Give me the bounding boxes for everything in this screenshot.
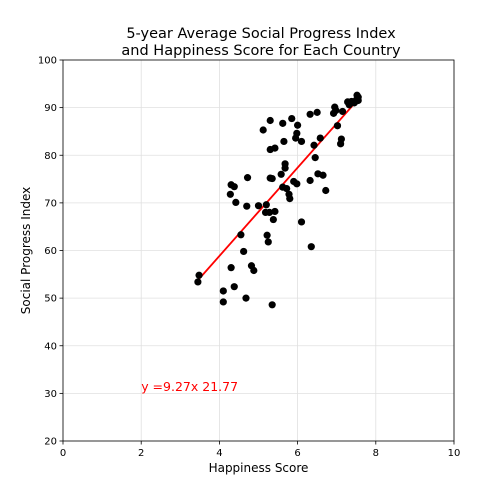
y-tick-label: 90 xyxy=(44,103,57,114)
data-point xyxy=(219,287,227,295)
regression-equation: y =9.27x 21.77 xyxy=(141,379,238,394)
chart-title-line-1: 5-year Average Social Progress Index xyxy=(126,26,396,42)
data-point xyxy=(286,194,294,203)
data-point xyxy=(243,174,252,182)
data-point xyxy=(254,202,263,210)
data-point xyxy=(263,231,271,239)
data-point xyxy=(294,121,302,129)
data-point xyxy=(277,170,285,178)
data-point xyxy=(310,141,318,149)
y-tick-label: 20 xyxy=(44,437,57,448)
data-point xyxy=(230,183,238,191)
data-point xyxy=(306,110,314,118)
data-points xyxy=(194,91,362,309)
data-point xyxy=(283,184,291,193)
data-point xyxy=(288,114,296,123)
data-point xyxy=(332,106,340,115)
data-point xyxy=(316,134,324,142)
x-tick-label: 10 xyxy=(448,448,461,459)
x-tick-label: 8 xyxy=(373,448,379,459)
data-point xyxy=(297,137,306,146)
data-point xyxy=(240,247,248,256)
x-tick-label: 4 xyxy=(216,448,222,459)
data-point xyxy=(219,298,227,306)
y-axis-label: Social Progress Index xyxy=(19,187,33,314)
data-point xyxy=(307,243,315,251)
data-point xyxy=(311,154,319,162)
data-point xyxy=(338,107,347,116)
data-point xyxy=(279,119,287,127)
data-point xyxy=(337,135,345,143)
data-point xyxy=(281,164,289,172)
data-point xyxy=(268,174,276,183)
y-tick-label: 60 xyxy=(44,246,57,257)
data-point xyxy=(264,238,272,246)
data-point xyxy=(230,283,238,291)
y-tick-label: 30 xyxy=(44,389,57,400)
data-point xyxy=(194,278,202,286)
data-point xyxy=(243,202,251,210)
y-tick-label: 40 xyxy=(44,341,57,352)
axis-ticks: 0 2 4 6 8 10 20 30 40 50 60 70 80 90 100 xyxy=(38,56,460,460)
data-point xyxy=(227,264,235,272)
y-tick-label: 80 xyxy=(44,151,57,162)
data-point xyxy=(242,294,250,302)
regression-line xyxy=(197,98,359,281)
data-point xyxy=(262,201,270,209)
data-point xyxy=(268,301,276,309)
data-point xyxy=(333,122,342,130)
x-tick-label: 0 xyxy=(60,448,66,459)
data-point xyxy=(232,198,240,206)
data-point xyxy=(322,186,330,195)
data-point xyxy=(319,171,327,179)
data-point xyxy=(269,215,277,224)
x-tick-label: 6 xyxy=(294,448,300,459)
data-point xyxy=(280,137,288,146)
data-point xyxy=(293,129,301,137)
y-tick-label: 100 xyxy=(38,56,57,67)
data-point xyxy=(354,93,362,101)
data-point xyxy=(306,176,314,185)
chart-title-line-2: and Happiness Score for Each Country xyxy=(121,43,401,59)
data-point xyxy=(237,231,245,239)
y-tick-label: 70 xyxy=(44,198,57,209)
x-tick-label: 2 xyxy=(138,448,144,459)
data-point xyxy=(265,208,274,216)
data-point xyxy=(226,190,234,198)
data-point xyxy=(259,126,267,134)
data-point xyxy=(195,271,203,279)
data-point xyxy=(271,144,279,152)
x-axis-label: Happiness Score xyxy=(209,461,309,475)
data-point xyxy=(293,180,301,188)
y-tick-label: 50 xyxy=(44,294,57,305)
regression-line-group xyxy=(197,98,359,281)
data-point xyxy=(250,266,258,275)
data-point xyxy=(313,108,321,116)
data-point xyxy=(271,207,279,216)
data-point xyxy=(297,218,306,226)
data-point xyxy=(266,116,274,125)
